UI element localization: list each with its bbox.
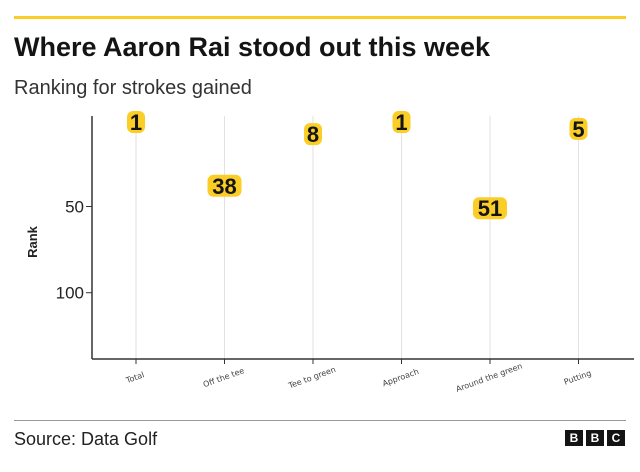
chart-subtitle: Ranking for strokes gained: [14, 77, 252, 99]
rank-label: 1: [395, 110, 407, 135]
rank-marker: [304, 123, 322, 146]
rank-label: 1: [130, 110, 142, 135]
x-tick-label: Putting: [563, 369, 593, 387]
x-tick-label: Approach: [381, 367, 420, 388]
rank-label: 38: [212, 174, 236, 199]
rank-marker: [473, 197, 507, 220]
y-tick-label: 50: [65, 198, 84, 217]
x-tick-label: Off the tee: [202, 366, 246, 389]
rank-marker: [569, 117, 588, 140]
chart-title: Where Aaron Rai stood out this week: [14, 32, 491, 62]
footer-divider: [14, 420, 626, 421]
rank-label: 8: [307, 122, 319, 147]
x-tick-label: Tee to green: [286, 365, 337, 391]
x-tick-label: Around the green: [455, 361, 524, 393]
source-note: Source: Data Golf: [14, 429, 158, 449]
x-tick-label: Total: [124, 370, 146, 385]
y-axis-label: Rank: [25, 225, 40, 258]
bbc-logo-letter: B: [586, 430, 604, 446]
rank-marker: [207, 174, 242, 197]
rank-label: 51: [478, 196, 502, 221]
rank-marker: [127, 111, 145, 133]
rank-marker: [392, 111, 411, 133]
rank-chart: 50 100 Rank Total Off the tee Tee to green App…: [25, 110, 634, 394]
bbc-logo: B B C: [565, 430, 625, 446]
y-tick-label: 100: [56, 284, 84, 303]
bbc-logo-letter: C: [607, 430, 625, 446]
bbc-logo-letter: B: [565, 430, 583, 446]
accent-line: [14, 16, 626, 19]
rank-label: 5: [572, 117, 584, 142]
